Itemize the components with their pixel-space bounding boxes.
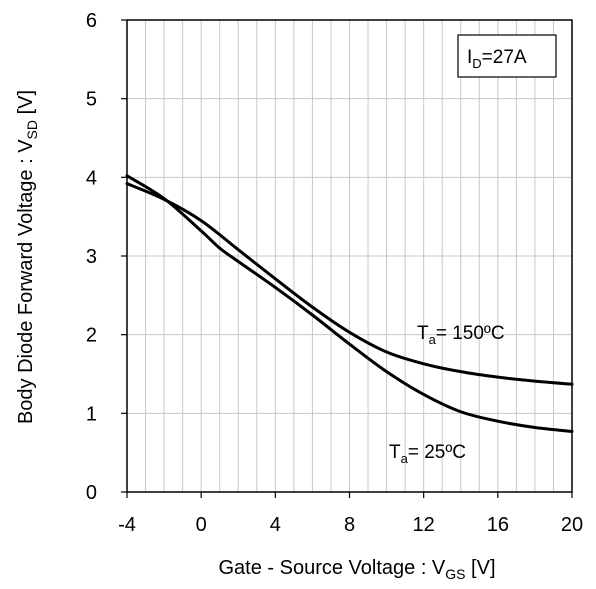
y-tick-label: 5 <box>86 89 97 111</box>
series-label-25c: Ta= 25ºC <box>389 442 466 466</box>
condition-box: ID=27A <box>458 35 556 77</box>
axis-ticks <box>121 20 572 498</box>
y-tick-label: 4 <box>86 167 97 189</box>
x-tick-label: 16 <box>487 514 509 536</box>
x-axis-title: Gate - Source Voltage : VGS [V] <box>218 557 495 582</box>
x-tick-label: -4 <box>118 514 136 536</box>
x-tick-label: 8 <box>344 514 355 536</box>
x-tick-label: 0 <box>196 514 207 536</box>
y-axis-title: Body Diode Forward Voltage : VSD [V] <box>15 90 40 424</box>
x-tick-label: 12 <box>413 514 435 536</box>
series-label-150c: Ta= 150ºC <box>417 323 505 347</box>
y-tick-label: 1 <box>86 403 97 425</box>
y-tick-label: 3 <box>86 246 97 268</box>
x-tick-label: 4 <box>270 514 281 536</box>
y-tick-label: 0 <box>86 482 97 504</box>
x-tick-label: 20 <box>561 514 583 536</box>
y-tick-label: 6 <box>86 10 97 32</box>
y-tick-label: 2 <box>86 325 97 347</box>
